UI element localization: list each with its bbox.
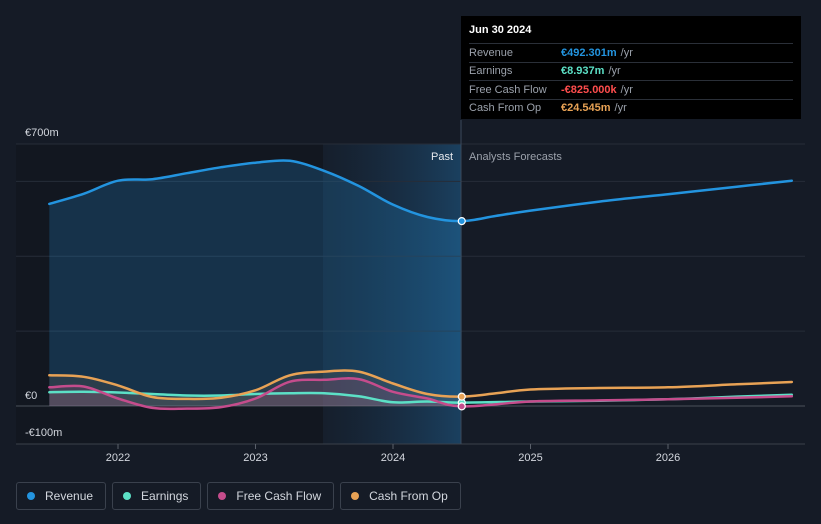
y-label-bottom: -€100m <box>25 427 62 439</box>
x-tick-label: 2022 <box>106 452 130 464</box>
legend-dot-icon <box>123 492 132 500</box>
revenue-marker <box>457 217 466 226</box>
tooltip-row-earnings: Earnings €8.937m /yr <box>469 61 793 81</box>
tooltip-value: €492.301m <box>561 46 617 59</box>
tooltip-label: Revenue <box>469 46 514 59</box>
tooltip-unit: /yr <box>614 102 627 115</box>
tooltip-label: Cash From Op <box>469 102 542 115</box>
free-cash-flow-area <box>49 378 462 409</box>
tooltip-unit: /yr <box>620 46 633 59</box>
tooltip-row-free-cash-flow: Free Cash Flow -€825.000k /yr <box>469 80 793 99</box>
forecast-label: Analysts Forecasts <box>469 151 562 163</box>
revenue-line <box>48 159 794 223</box>
revenue-area <box>49 160 462 406</box>
past-label: Past <box>431 151 453 163</box>
x-tick-label: 2026 <box>656 452 680 464</box>
x-tick-label: 2025 <box>518 452 542 464</box>
tooltip-label: Free Cash Flow <box>469 83 547 96</box>
y-label-zero: €0 <box>25 390 37 402</box>
x-tick-label: 2024 <box>381 452 405 464</box>
legend-label: Cash From Op <box>369 489 448 503</box>
tooltip-value: €24.545m <box>561 102 611 115</box>
cash-from-op-line <box>48 369 794 401</box>
hover-tooltip: Jun 30 2024 Revenue €492.301m /yr Earnin… <box>461 16 801 119</box>
tooltip-row-revenue: Revenue €492.301m /yr <box>469 43 793 62</box>
legend-dot-icon <box>351 492 360 500</box>
tooltip-unit: /yr <box>620 83 633 96</box>
chart-legend: Revenue Earnings Free Cash Flow Cash Fro… <box>16 482 461 510</box>
free-cash-flow-marker <box>457 402 466 411</box>
legend-label: Free Cash Flow <box>236 489 322 503</box>
x-tick-label: 2023 <box>243 452 267 464</box>
legend-dot-icon <box>218 492 227 500</box>
legend-item-cash-from-op[interactable]: Cash From Op <box>340 482 461 510</box>
tooltip-unit: /yr <box>608 65 621 78</box>
legend-item-earnings[interactable]: Earnings <box>112 482 202 510</box>
tooltip-label: Earnings <box>469 65 513 78</box>
legend-item-free-cash-flow[interactable]: Free Cash Flow <box>207 482 335 510</box>
free-cash-flow-line <box>48 377 794 411</box>
legend-item-revenue[interactable]: Revenue <box>16 482 107 510</box>
tooltip-date: Jun 30 2024 <box>469 24 532 36</box>
tooltip-value: -€825.000k <box>561 83 617 96</box>
legend-label: Revenue <box>45 489 94 503</box>
y-label-top: €700m <box>25 127 59 139</box>
legend-label: Earnings <box>141 489 189 503</box>
legend-dot-icon <box>27 492 35 500</box>
tooltip-value: €8.937m <box>561 65 605 78</box>
cash-from-op-marker <box>457 392 466 401</box>
tooltip-row-cash-from-op: Cash From Op €24.545m /yr <box>469 98 793 118</box>
